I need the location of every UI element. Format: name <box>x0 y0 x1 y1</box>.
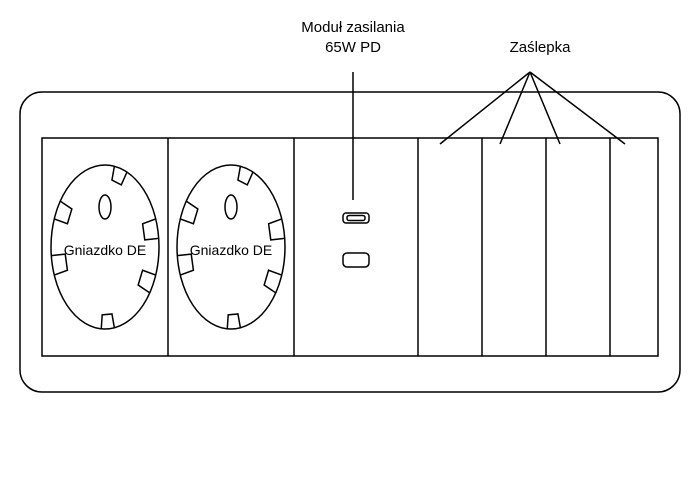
usb-pd-label-line1: Moduł zasilania <box>301 19 405 36</box>
usb-port-inner-0 <box>347 216 365 221</box>
socket-clip-0-0 <box>138 270 156 293</box>
socket-clip-0-3 <box>54 201 72 224</box>
socket-clip-1-3 <box>180 201 198 224</box>
usb-pd-label-line2: 65W PD <box>325 39 381 56</box>
leader-line-blank-0 <box>440 72 530 144</box>
socket-clip-1-1 <box>227 314 240 329</box>
socket-clip-0-4 <box>112 166 127 185</box>
socket-pin-top-1 <box>225 195 237 219</box>
blank-label: Zaślepka <box>510 39 572 56</box>
leader-line-blank-1 <box>500 72 530 144</box>
socket-clip-1-4 <box>238 166 253 185</box>
socket-label-0: Gniazdko DE <box>64 242 146 258</box>
socket-clip-1-0 <box>264 270 282 293</box>
socket-clip-0-1 <box>101 314 114 329</box>
socket-pin-top-0 <box>99 195 111 219</box>
usb-port-1 <box>343 253 369 267</box>
socket-label-1: Gniazdko DE <box>190 242 272 258</box>
